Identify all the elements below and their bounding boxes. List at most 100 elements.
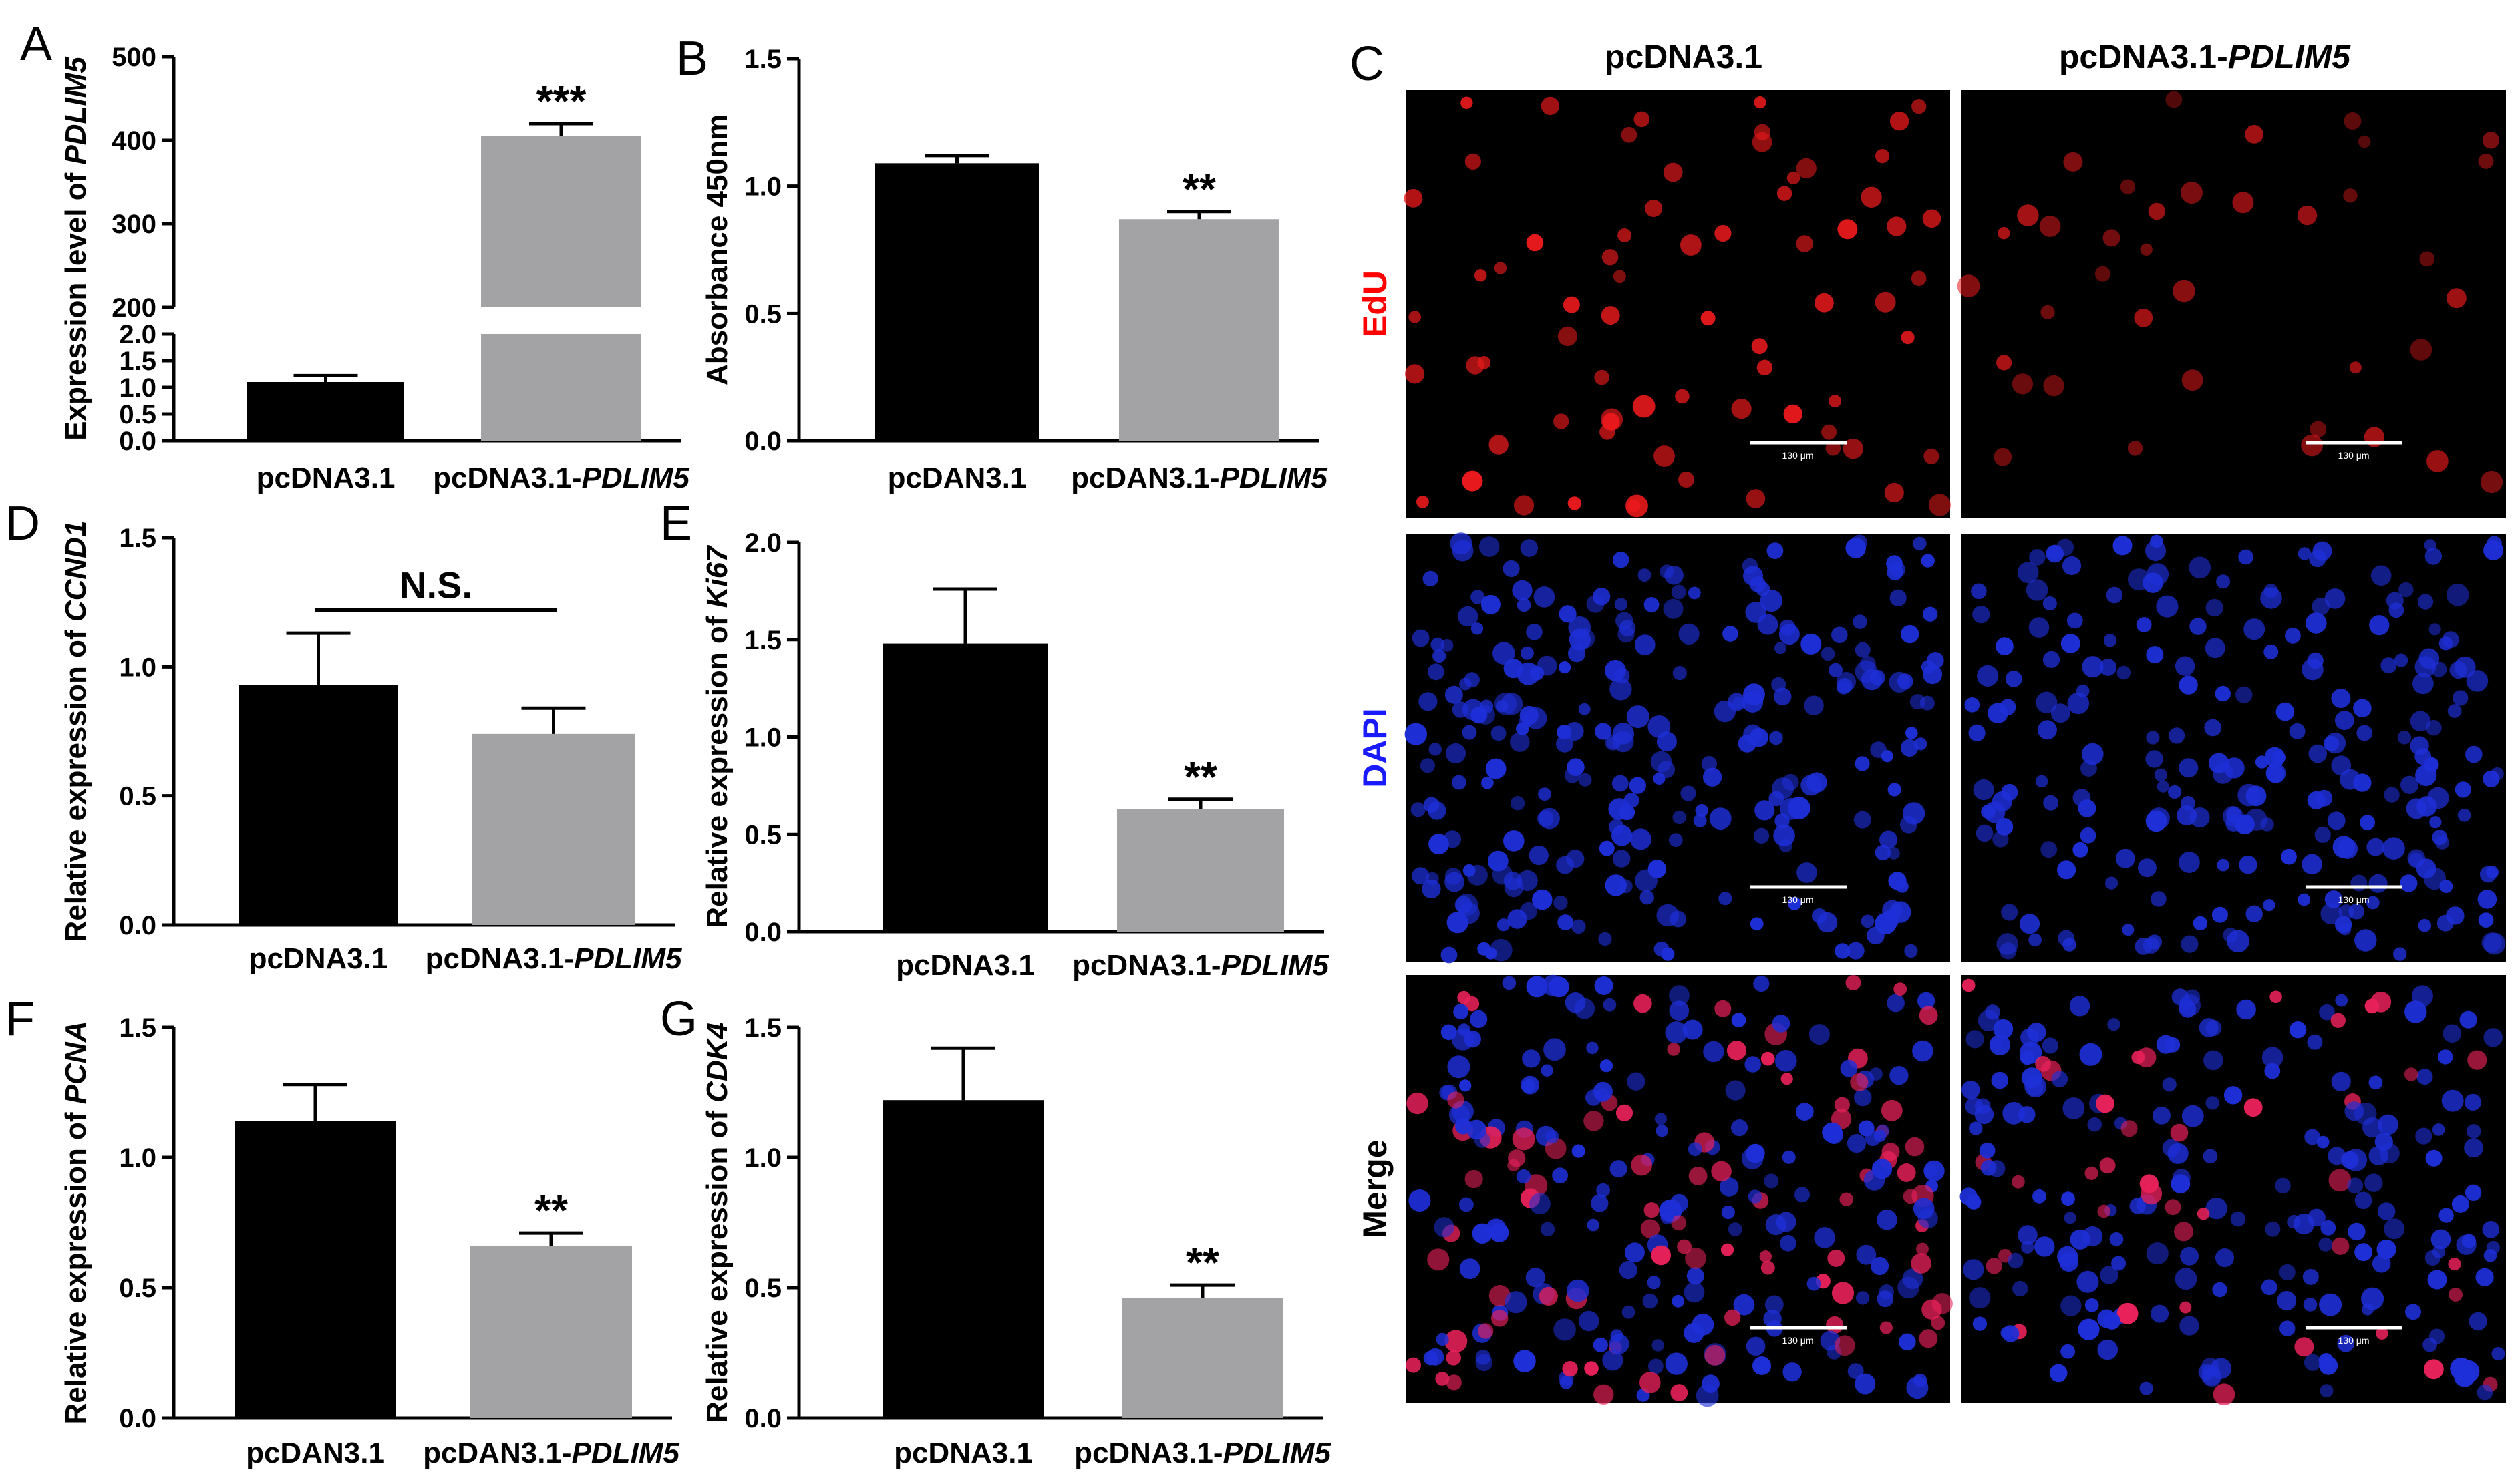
nucleus <box>2400 775 2419 794</box>
nucleus <box>2304 1354 2322 1371</box>
nucleus <box>2223 1086 2243 1105</box>
nucleus <box>2407 849 2426 868</box>
nucleus <box>1780 1073 1793 1085</box>
nucleus <box>2173 279 2195 303</box>
nucleus <box>1457 990 1470 1004</box>
nucleus <box>1887 847 1900 860</box>
nucleus <box>2340 769 2361 790</box>
nucleus <box>2036 691 2058 713</box>
nucleus <box>2319 1356 2338 1375</box>
y-tick-label: 1.5 <box>119 1013 156 1043</box>
nucleus <box>1475 1354 1493 1372</box>
nucleus <box>1416 496 1429 508</box>
nucleus <box>2443 1024 2462 1043</box>
y-axis-label: Absorbance 450nm <box>701 114 734 385</box>
nucleus <box>1749 728 1768 747</box>
nucleus <box>1794 1187 1810 1203</box>
nucleus <box>2348 903 2364 920</box>
microscopy-image-dapi-2: 130 μm <box>1961 534 2506 962</box>
nucleus <box>1481 776 1494 789</box>
nucleus <box>1480 594 1501 614</box>
nucleus <box>1553 1318 1576 1341</box>
chart-panel-D: D 0.0 0.5 1.0 1.5 Relative expression of CCND… <box>5 497 682 975</box>
nucleus <box>1863 1169 1885 1191</box>
nucleus <box>2448 1258 2461 1271</box>
nucleus <box>1688 1167 1708 1185</box>
nucleus <box>1526 976 1548 998</box>
y-tick-label: 0.5 <box>119 1274 156 1303</box>
nucleus <box>2430 1229 2451 1250</box>
nucleus <box>2148 202 2165 220</box>
nucleus <box>2350 874 2368 892</box>
nucleus <box>2297 205 2318 226</box>
nucleus <box>1462 470 1483 492</box>
nucleus <box>2364 998 2380 1014</box>
nucleus <box>1899 1333 1916 1351</box>
nucleus <box>1980 1159 1997 1176</box>
nucleus <box>2319 1293 2342 1316</box>
nucleus <box>2026 1023 2046 1042</box>
nucleus <box>1525 1268 1545 1288</box>
nucleus <box>1895 880 1909 893</box>
nucleus <box>1855 1291 1870 1305</box>
nucleus <box>1815 293 1834 313</box>
nucleus <box>1881 750 1893 763</box>
nucleus <box>1497 918 1510 932</box>
nucleus <box>2021 1240 2034 1254</box>
nucleus <box>2491 767 2504 781</box>
nucleus <box>1901 331 1915 345</box>
nucleus <box>2040 305 2055 319</box>
nucleus <box>1968 724 1986 741</box>
nucleus <box>2012 1280 2028 1297</box>
nucleus <box>1972 1316 1988 1331</box>
nucleus <box>2426 719 2442 736</box>
nucleus <box>1571 919 1586 934</box>
nucleus <box>1615 1104 1633 1121</box>
nucleus <box>1669 985 1690 1006</box>
nucleus <box>2324 732 2346 754</box>
nucleus <box>1440 946 1458 964</box>
nucleus <box>1485 758 1507 779</box>
bar-1-upper <box>481 136 641 307</box>
nucleus <box>2245 905 2263 923</box>
nucleus <box>2002 1101 2026 1125</box>
nucleus <box>2281 848 2297 865</box>
nucleus <box>1911 1253 1931 1274</box>
nucleus <box>1845 538 1866 558</box>
nucleus <box>1783 404 1802 424</box>
nucleus <box>2127 441 2143 456</box>
bar-0 <box>883 1100 1044 1418</box>
nucleus <box>2232 192 2254 214</box>
nucleus <box>1512 580 1533 601</box>
x-tick-label: pcDNA3.1-PDLIM5 <box>433 462 689 494</box>
nucleus <box>2146 731 2160 745</box>
nucleus <box>1881 1099 1903 1121</box>
nucleus <box>2203 1050 2223 1071</box>
nucleus <box>1854 1088 1872 1107</box>
nucleus <box>1490 938 1513 962</box>
nucleus <box>1886 555 1903 572</box>
x-tick-label: pcDNA3.1 <box>249 942 388 975</box>
nucleus <box>1711 1161 1732 1182</box>
nucleus <box>1855 1373 1876 1395</box>
image-background <box>1961 975 2506 1403</box>
nucleus <box>2265 1221 2281 1237</box>
nucleus <box>2441 1089 2464 1112</box>
nucleus <box>2134 308 2153 327</box>
y-tick-label: 0.0 <box>744 918 782 947</box>
nucleus <box>2378 1114 2398 1135</box>
nucleus <box>1806 1276 1821 1291</box>
nucleus <box>1808 1024 1830 1045</box>
nucleus <box>1979 1142 1996 1159</box>
nucleus <box>1529 845 1549 866</box>
nucleus <box>2097 1309 2116 1328</box>
nucleus <box>1829 395 1842 408</box>
nucleus <box>2318 1237 2333 1252</box>
y-tick-label: 1.0 <box>119 1143 156 1173</box>
y-tick-label: 1.0 <box>744 172 782 202</box>
x-tick-label: pcDNA3.1 <box>896 949 1035 982</box>
nucleus <box>1422 879 1441 899</box>
nucleus <box>1760 589 1782 612</box>
nucleus <box>1656 904 1680 927</box>
